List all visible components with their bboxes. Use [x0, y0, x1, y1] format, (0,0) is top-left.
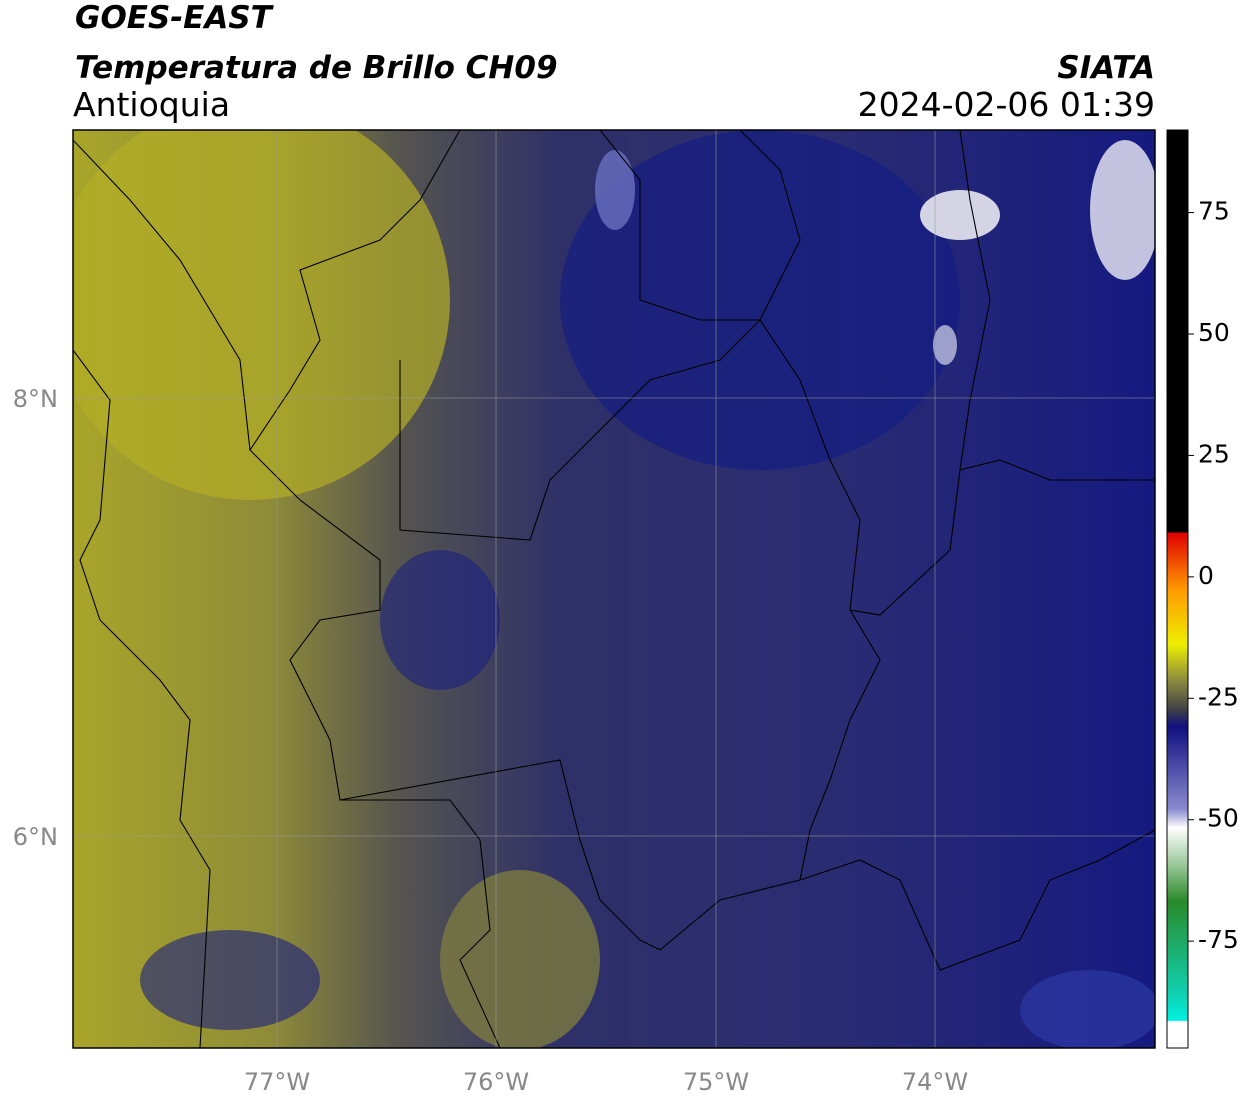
- colorbar-tick-label: 25: [1198, 439, 1230, 468]
- map-image: [73, 130, 1155, 1048]
- subtitle: Temperatura de Brillo CH09: [75, 50, 558, 86]
- colorbar-tick-label: 0: [1198, 561, 1214, 590]
- lat-label: 8°N: [13, 385, 58, 413]
- lon-label: 77°W: [244, 1068, 310, 1096]
- lon-label: 76°W: [463, 1068, 529, 1096]
- colorbar-tick-label: -25: [1198, 682, 1239, 711]
- graticule: [73, 130, 1155, 1048]
- region: Antioquia: [73, 85, 230, 124]
- colorbar-tick-label: -75: [1198, 925, 1239, 954]
- lon-label: 75°W: [683, 1068, 749, 1096]
- source: SIATA: [1057, 50, 1155, 86]
- colorbar: [1166, 129, 1189, 1049]
- colorbar-tick-label: 75: [1198, 197, 1230, 226]
- colorbar-tick-label: 50: [1198, 318, 1230, 347]
- colorbar-ticks: 75 50 25 0 -25 -50 -75: [1188, 197, 1239, 954]
- title: GOES-EAST: [75, 0, 275, 36]
- lat-label: 6°N: [13, 823, 58, 851]
- datetime: 2024-02-06 01:39: [858, 85, 1155, 124]
- map-frame: [72, 129, 1156, 1049]
- colorbar-tick-label: -50: [1198, 804, 1239, 833]
- lon-label: 74°W: [902, 1068, 968, 1096]
